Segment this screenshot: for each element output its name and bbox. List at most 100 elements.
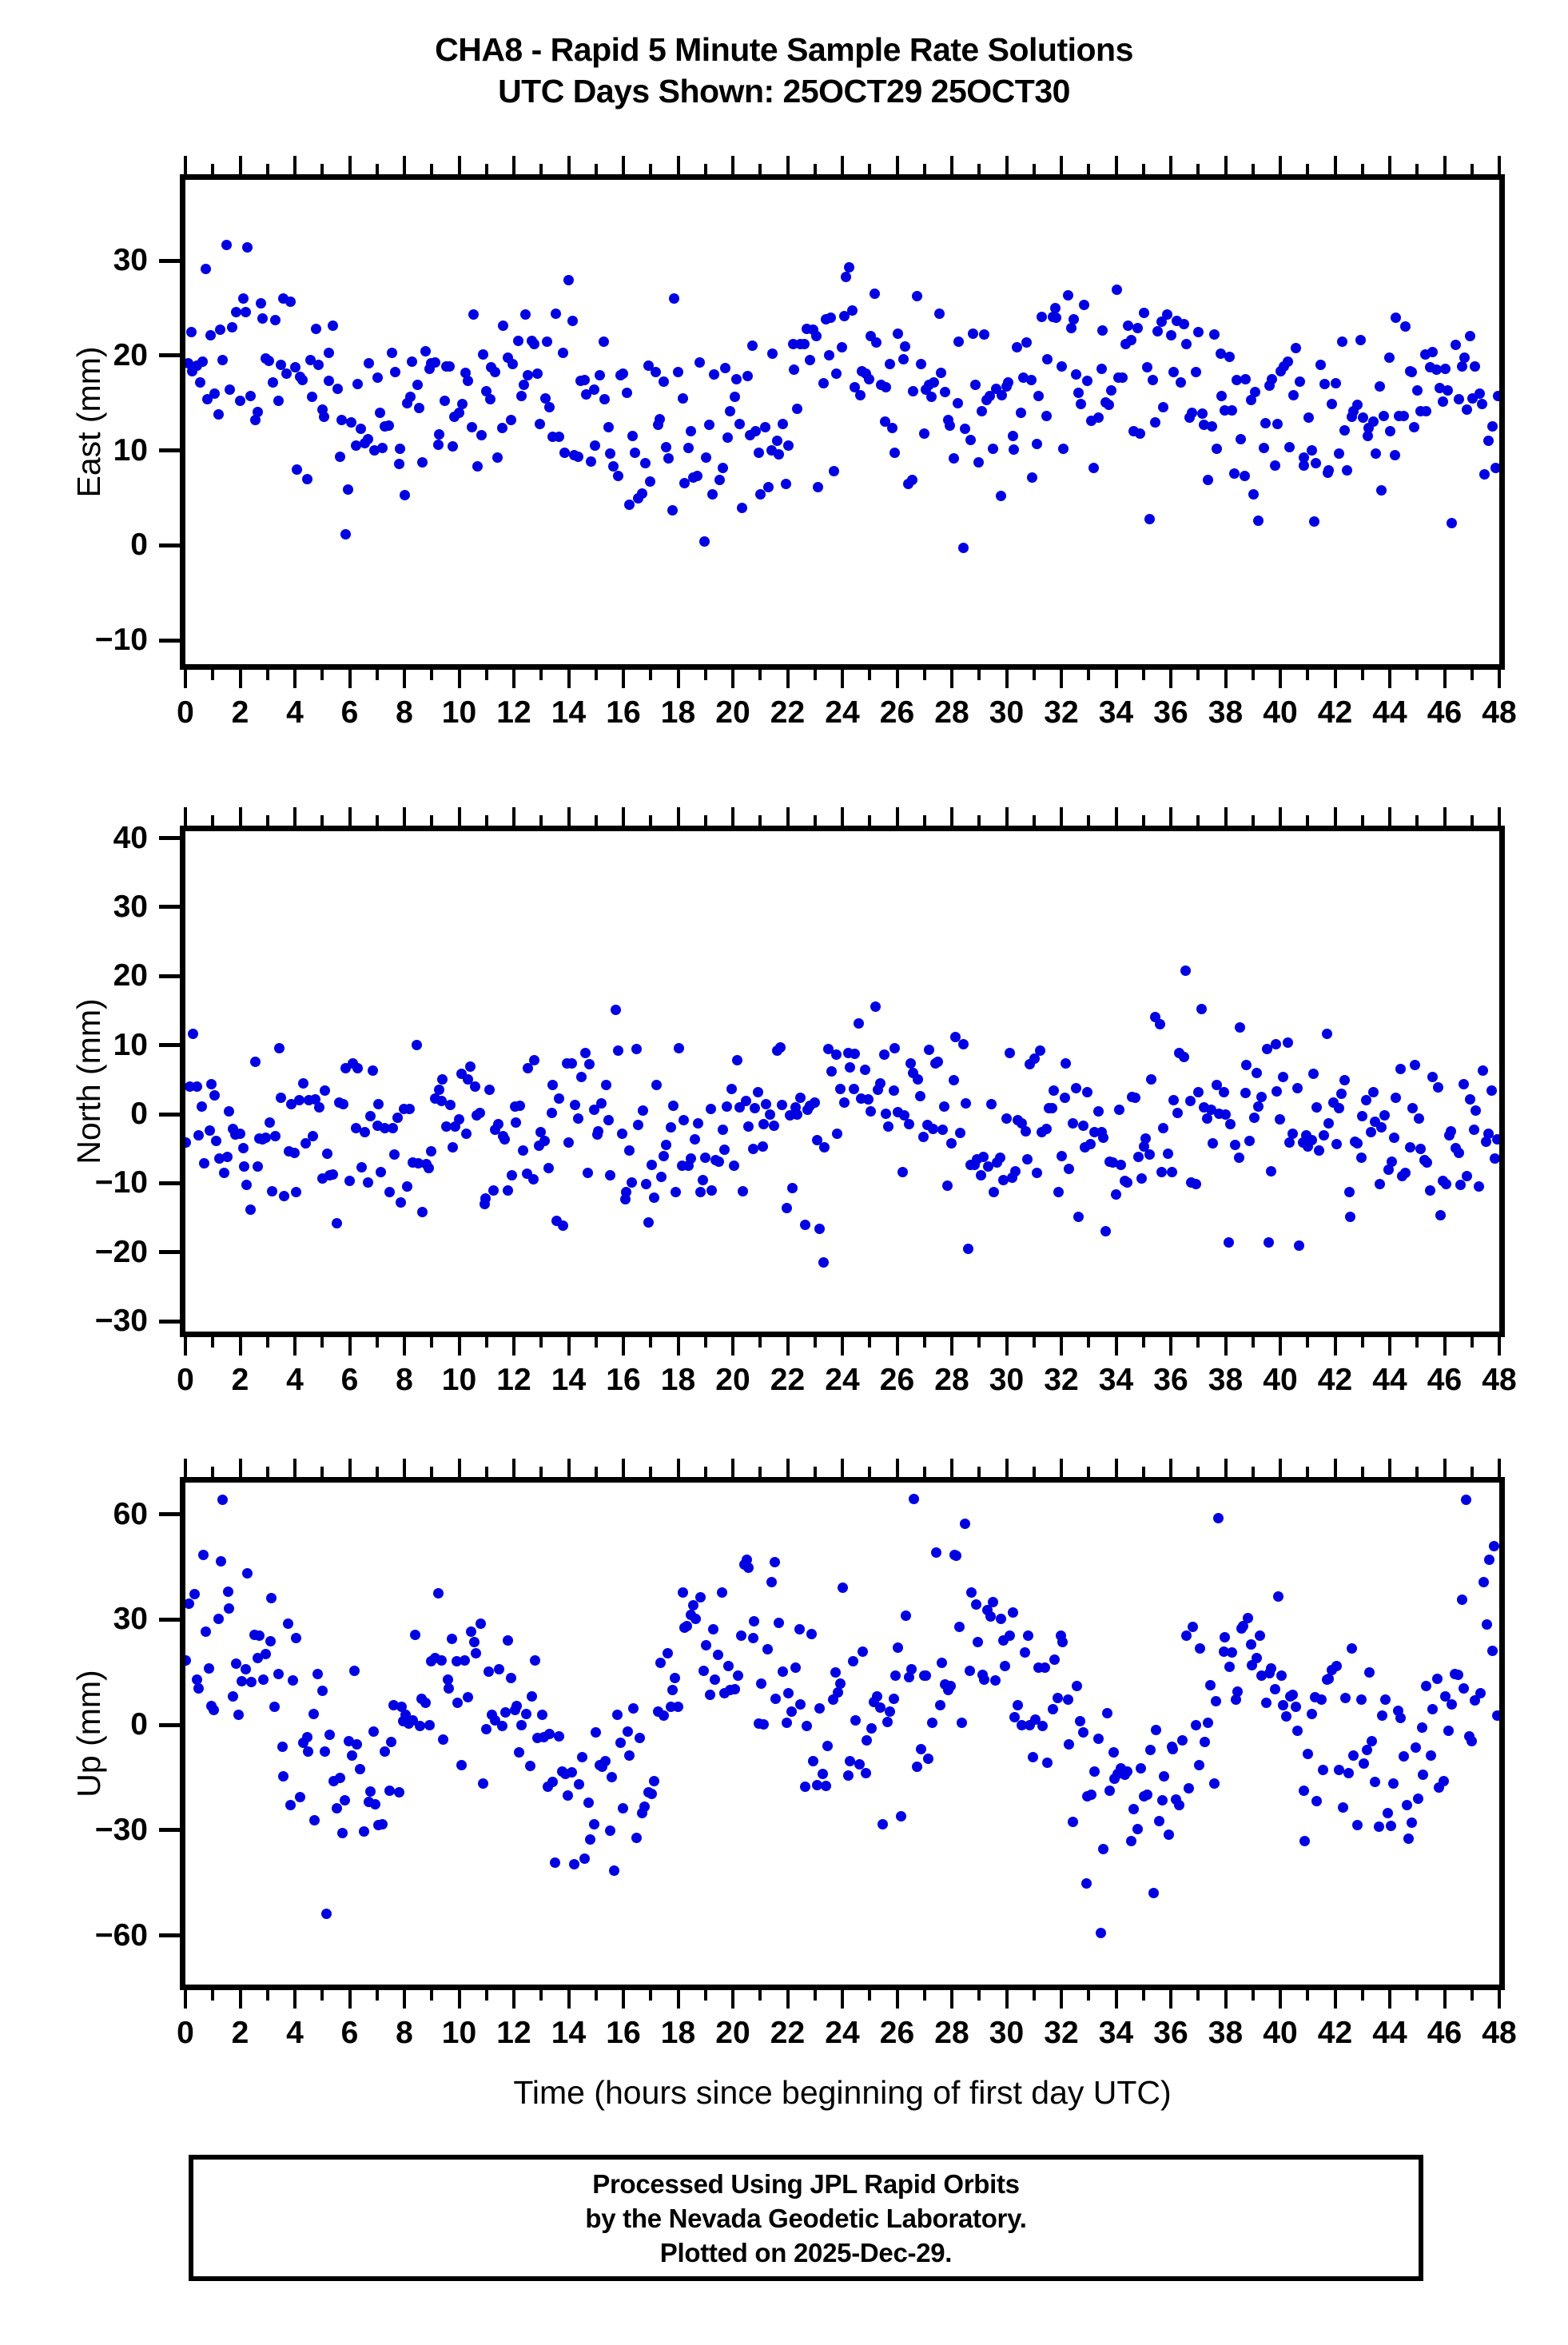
data-point <box>480 1192 491 1204</box>
data-point <box>1041 1124 1053 1135</box>
data-point <box>957 1039 969 1050</box>
data-point <box>691 471 702 482</box>
data-point <box>498 320 509 331</box>
data-point <box>553 431 564 442</box>
x-tick-bottom <box>512 1337 515 1356</box>
data-point <box>1074 1715 1085 1726</box>
x-tick-top <box>238 1459 242 1477</box>
data-point <box>1071 1083 1082 1094</box>
x-tick-top <box>348 156 352 174</box>
data-point <box>848 1656 859 1667</box>
data-point <box>1089 1766 1100 1778</box>
data-point <box>496 423 507 434</box>
data-point <box>364 357 375 368</box>
data-point <box>977 1152 989 1163</box>
data-point <box>1016 1719 1027 1730</box>
data-point <box>1413 1113 1424 1125</box>
data-point <box>631 1043 642 1054</box>
x-tick-bottom <box>950 1990 953 2009</box>
data-point <box>1437 396 1448 408</box>
x-tick-top <box>1087 1467 1091 1477</box>
x-tick-top <box>731 156 734 174</box>
data-point <box>589 1818 600 1829</box>
data-point <box>395 444 406 455</box>
x-tick-top <box>649 1467 653 1477</box>
data-point <box>694 356 705 368</box>
data-point <box>395 1196 406 1208</box>
x-tick-bottom <box>758 1990 762 2001</box>
data-point <box>769 1557 780 1568</box>
data-point <box>926 1717 937 1728</box>
data-point <box>1059 1092 1070 1103</box>
data-point <box>1048 1704 1059 1715</box>
x-tick-bottom <box>813 1990 817 2001</box>
data-point <box>825 313 836 324</box>
data-point <box>476 429 487 440</box>
data-point <box>609 1865 619 1876</box>
data-point <box>989 1186 1000 1197</box>
data-point <box>869 288 880 299</box>
data-point <box>1351 400 1363 411</box>
x-tick-bottom <box>676 670 680 688</box>
data-point <box>1399 321 1411 332</box>
x-tick-label: 10 <box>441 1363 477 1397</box>
data-point <box>511 1117 522 1129</box>
x-tick-label: 6 <box>340 1363 359 1397</box>
data-point <box>1009 1712 1021 1723</box>
data-point <box>1141 362 1152 373</box>
data-point <box>420 1697 431 1708</box>
data-point <box>760 422 771 433</box>
data-point <box>273 395 284 406</box>
data-point <box>612 1045 623 1056</box>
y-tick <box>159 1828 180 1833</box>
x-tick-bottom <box>1498 1990 1501 2009</box>
data-point <box>1088 463 1100 474</box>
data-point <box>1110 1188 1121 1200</box>
data-point <box>1282 356 1293 367</box>
data-point <box>470 1081 480 1093</box>
data-point <box>599 394 610 405</box>
data-point <box>584 1833 595 1845</box>
data-point <box>331 1803 342 1814</box>
data-point <box>1486 1085 1498 1096</box>
x-tick-label: 6 <box>340 2016 359 2050</box>
x-tick-bottom <box>375 1990 379 2001</box>
x-tick-bottom <box>786 1990 790 2009</box>
data-point <box>1205 1105 1216 1116</box>
data-point <box>1478 1065 1489 1077</box>
data-point <box>1146 1074 1157 1085</box>
data-point <box>1440 363 1451 374</box>
data-point <box>1122 1766 1133 1778</box>
x-tick-top <box>1388 807 1391 826</box>
x-tick-bottom <box>1333 1990 1337 2009</box>
data-point <box>908 386 919 397</box>
data-point <box>454 407 465 418</box>
data-point <box>1037 1721 1049 1732</box>
y-tick-label: −20 <box>94 1234 148 1269</box>
x-tick-bottom <box>950 1337 953 1356</box>
data-point <box>1299 1835 1311 1846</box>
x-tick-top <box>1141 164 1145 174</box>
x-tick-bottom <box>1087 670 1091 680</box>
x-tick-top <box>512 807 515 826</box>
data-point <box>1183 1782 1194 1794</box>
x-tick-top <box>375 815 379 826</box>
x-axis-title: Time (hours since beginning of first day… <box>513 2074 1172 2111</box>
data-point <box>477 1778 488 1790</box>
data-point <box>1306 444 1317 456</box>
x-tick-bottom <box>649 1990 653 2001</box>
data-point <box>666 1122 677 1133</box>
data-point <box>961 1097 972 1109</box>
x-tick-label: 28 <box>934 1363 969 1397</box>
data-point <box>463 1074 474 1085</box>
data-point <box>714 1157 725 1168</box>
x-tick-bottom <box>594 670 598 680</box>
x-tick-top <box>1306 815 1310 826</box>
data-point <box>417 456 428 468</box>
data-point <box>1263 1236 1274 1248</box>
data-point <box>967 328 978 340</box>
x-tick-top <box>457 1459 461 1477</box>
data-point <box>430 357 441 368</box>
x-tick-top <box>1306 1467 1310 1477</box>
x-tick-top <box>813 815 817 826</box>
